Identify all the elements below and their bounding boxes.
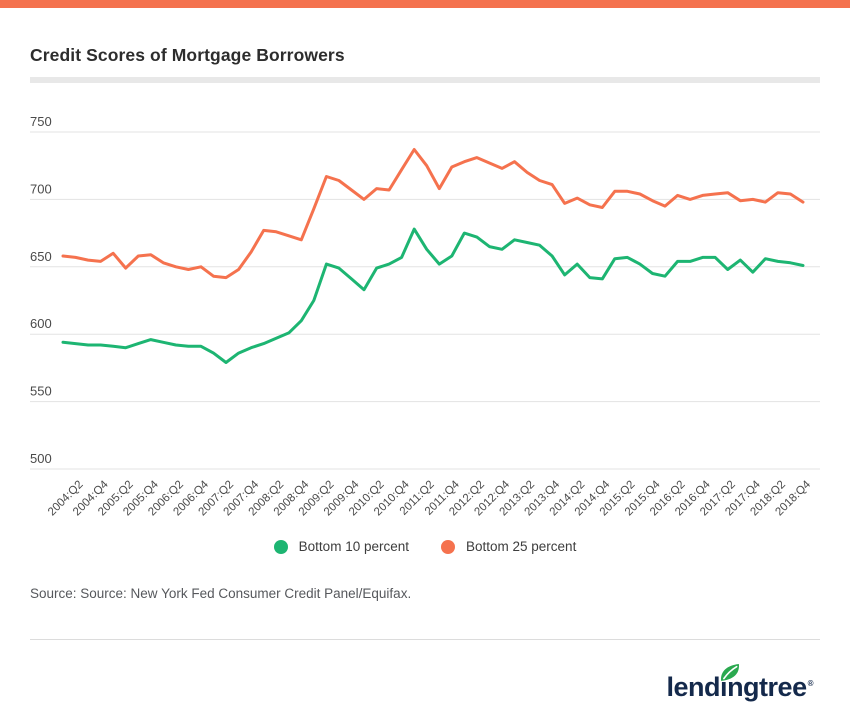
y-tick-label: 750 [30, 114, 52, 129]
chart-title: Credit Scores of Mortgage Borrowers [30, 45, 345, 65]
y-tick-label: 550 [30, 384, 52, 399]
y-tick-label: 500 [30, 451, 52, 466]
y-tick-label: 600 [30, 316, 52, 331]
title-divider [30, 77, 820, 83]
legend-entry-bottom-25: Bottom 25 percent [441, 539, 576, 554]
footer-divider [30, 639, 820, 640]
brand-top-bar [0, 0, 850, 8]
y-tick-label: 650 [30, 249, 52, 264]
line-bottom-25-percent [61, 148, 805, 280]
legend-entry-bottom-10: Bottom 10 percent [273, 539, 409, 554]
bottom-25-percent-dot-icon [441, 539, 455, 554]
line-bottom-10-percent [61, 227, 805, 364]
lendingtree-wordmark: lendıngtree® [667, 656, 814, 703]
lendingtree-leaf-icon [717, 656, 741, 681]
credit-score-line-chart: 7507006506005505002004:Q22004:Q42005:Q22… [30, 114, 820, 518]
legend-label-bottom-10: Bottom 10 percent [298, 539, 409, 554]
legend-label-bottom-25: Bottom 25 percent [466, 539, 577, 554]
chart-legend: Bottom 10 percent Bottom 25 percent [0, 539, 850, 554]
bottom-10-percent-dot-icon [273, 539, 288, 554]
lendingtree-logo: lendıngtree® [667, 656, 814, 703]
source-attribution: Source: Source: New York Fed Consumer Cr… [30, 586, 412, 601]
y-tick-label: 700 [30, 181, 52, 196]
registered-trademark: ® [807, 679, 814, 688]
